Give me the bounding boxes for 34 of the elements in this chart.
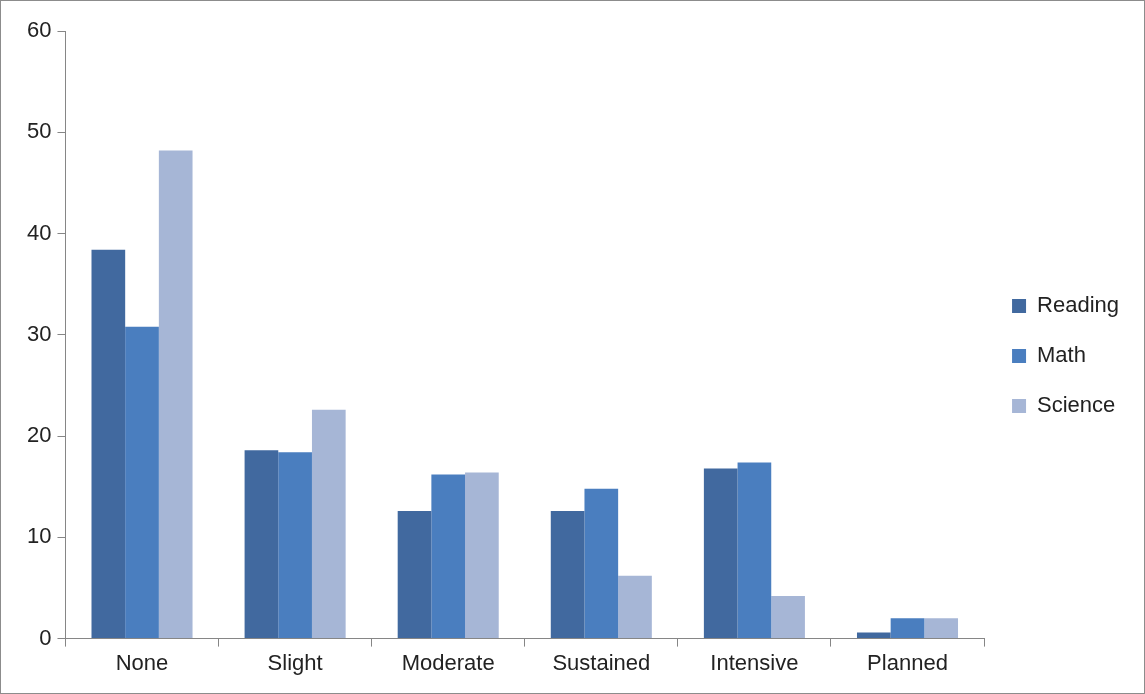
bar bbox=[431, 474, 466, 639]
bar bbox=[924, 618, 959, 639]
bar bbox=[890, 618, 925, 639]
bar bbox=[703, 468, 738, 639]
bar bbox=[91, 249, 126, 639]
bar bbox=[125, 326, 159, 639]
bar bbox=[158, 150, 193, 639]
bar bbox=[278, 452, 312, 639]
y-tick-label: 60 bbox=[26, 17, 52, 43]
x-tick-label: Planned bbox=[867, 649, 948, 675]
y-tick-label: 0 bbox=[39, 624, 52, 650]
bar bbox=[856, 632, 891, 639]
bar bbox=[618, 575, 652, 639]
bar bbox=[771, 596, 805, 639]
bar bbox=[311, 409, 346, 639]
x-tick-label: Intensive bbox=[710, 649, 799, 675]
bar bbox=[465, 472, 499, 639]
y-tick-label: 50 bbox=[26, 118, 52, 144]
x-tick-label: Sustained bbox=[552, 649, 651, 675]
x-tick-label: Moderate bbox=[401, 649, 495, 675]
bar bbox=[550, 511, 585, 639]
legend-label: Science bbox=[1037, 392, 1116, 418]
y-tick-label: 20 bbox=[26, 422, 52, 448]
y-tick-label: 40 bbox=[26, 219, 52, 245]
legend-label: Reading bbox=[1037, 292, 1119, 318]
bar bbox=[244, 450, 279, 639]
bar bbox=[737, 462, 772, 639]
bar bbox=[584, 488, 619, 639]
x-tick-label: Slight bbox=[267, 649, 323, 675]
y-tick-label: 30 bbox=[26, 320, 52, 346]
legend-label: Math bbox=[1037, 342, 1086, 368]
y-tick-label: 10 bbox=[26, 523, 52, 549]
x-tick-label: None bbox=[115, 649, 169, 675]
bar bbox=[397, 511, 432, 639]
